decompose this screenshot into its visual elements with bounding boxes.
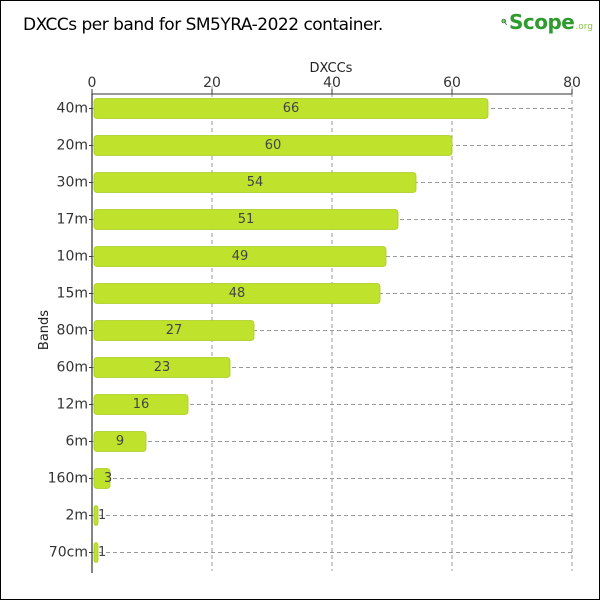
bar-value-label: 1 [98,545,106,560]
y-tick-label: 40m [57,101,88,117]
y-tick-label: 20m [57,138,88,154]
bar [93,320,255,341]
axes: 0 20 40 60 8040m20m30m17m10m15m80m60m12m6m16… [48,75,581,573]
logo-wordmark: Scope [508,10,575,34]
bar [93,357,231,378]
bar [93,209,399,230]
y-tick-label: 70cm [49,545,88,561]
x-tick-label: 80 [563,75,581,91]
y-tick-label: 15m [57,286,88,302]
y-tick-label: 60m [57,360,88,376]
bar [93,505,99,526]
chart-title: DXCCs per band for SM5YRA-2022 container… [23,15,383,35]
y-tick-label: 160m [48,471,88,487]
bar [93,468,111,489]
bar [93,542,99,563]
bar-value-label: 54 [247,175,264,190]
y-tick-label: 17m [57,212,88,228]
bars: 66 60 54 51 49 48 27 23 16 9 3 1 1 [93,98,489,563]
y-axis-label: Bands [37,310,52,350]
bar [93,283,381,304]
qscope-logo: Scope .org [501,5,593,39]
bar [93,431,147,452]
logo-suffix: .org [575,22,593,32]
x-tick-label: 20 [203,75,221,91]
bar [93,394,189,415]
y-tick-label: 12m [57,397,88,413]
bar-value-label: 66 [283,101,300,116]
bar [93,135,453,156]
bar-value-label: 1 [98,508,106,523]
y-tick-label: 30m [57,175,88,191]
bar-value-label: 23 [154,360,171,375]
bar-value-label: 9 [116,434,124,449]
magnifier-globe-icon [501,18,507,26]
bar-value-label: 16 [133,397,150,412]
bar-value-label: 49 [232,249,249,264]
bar [93,98,489,119]
x-tick-label: 0 [88,75,97,91]
y-tick-label: 80m [57,323,88,339]
bar-value-label: 60 [265,138,282,153]
bar [93,172,417,193]
y-tick-label: 6m [65,434,88,450]
x-tick-label: 60 [443,75,461,91]
bar-value-label: 3 [104,471,112,486]
bar [93,246,387,267]
x-axis-label: DXCCs [310,61,353,76]
y-tick-label: 10m [57,249,88,265]
x-tick-label: 40 [323,75,341,91]
y-tick-label: 2m [65,508,88,524]
bar-value-label: 27 [166,323,183,338]
bar-value-label: 48 [229,286,246,301]
bar-value-label: 51 [238,212,255,227]
